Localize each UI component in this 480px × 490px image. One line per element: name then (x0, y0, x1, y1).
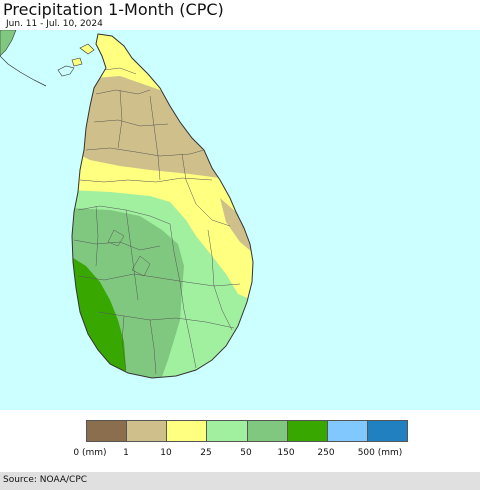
source-credit: Source: NOAA/CPC (3, 475, 88, 485)
legend-tick-label: 0 (mm) (73, 448, 107, 458)
legend-tick-label: 1 (123, 448, 129, 458)
source-bar: Source: NOAA/CPC (0, 472, 480, 490)
legend-swatch (287, 421, 328, 441)
date-range: Jun. 11 - Jul. 10, 2024 (6, 19, 103, 29)
india-coast-green (0, 30, 17, 57)
legend-swatch (207, 421, 248, 441)
district-boundaries (73, 67, 241, 375)
island-outline (71, 33, 254, 379)
page-title: Precipitation 1-Month (CPC) (3, 0, 224, 19)
legend-swatch (87, 421, 128, 441)
legend-tick-label: 250 (317, 448, 335, 458)
precipitation-legend (86, 420, 408, 442)
legend-tick-label: 500 (mm) (357, 448, 403, 458)
legend-tick-label: 150 (277, 448, 295, 458)
legend-swatch (327, 421, 368, 441)
legend-tick-label: 10 (160, 448, 172, 458)
legend-tick-label: 25 (200, 448, 212, 458)
precipitation-map (0, 30, 480, 410)
sri-lanka-map (0, 30, 254, 379)
legend-tick-label: 50 (240, 448, 252, 458)
legend-swatch (247, 421, 288, 441)
mannar-island (57, 65, 75, 77)
legend-swatch (167, 421, 208, 441)
legend-swatch (367, 421, 407, 441)
jaffna-islands (71, 43, 95, 67)
legend-swatch (127, 421, 168, 441)
india-coast-line (0, 55, 47, 87)
